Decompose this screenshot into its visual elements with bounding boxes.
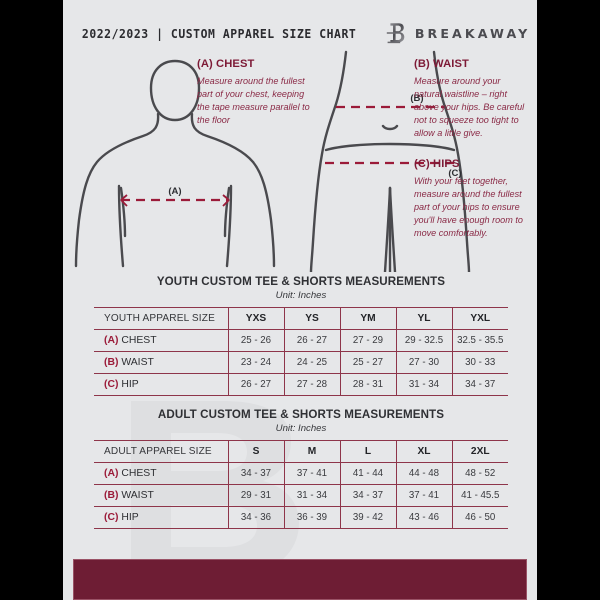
youth-chest-yl: 29 - 32.5: [395, 329, 452, 352]
adult-size-s: S: [227, 440, 284, 463]
youth-hip-yxl: 34 - 37: [451, 373, 508, 396]
youth-waist-yxl: 30 - 33: [451, 351, 508, 374]
note-waist-body: Measure around your natural waistline – …: [414, 76, 525, 138]
adult-chest-xl: 44 - 48: [395, 462, 452, 485]
adult-table-unit: Unit: Inches: [275, 423, 327, 434]
youth-hip-yxs: 26 - 27: [227, 373, 284, 396]
youth-size-yl: YL: [395, 307, 452, 330]
row-name-waist: WAIST: [121, 357, 154, 368]
row-name-waist: WAIST: [121, 490, 154, 501]
row-tag-c: (C): [104, 379, 119, 390]
note-hips: (C) HIPS With your feet together, measur…: [414, 158, 530, 240]
adult-waist-2xl: 41 - 45.5: [451, 484, 508, 507]
adult-chest-m: 37 - 41: [283, 462, 340, 485]
row-tag-c: (C): [104, 512, 119, 523]
note-hips-body: With your feet together, measure around …: [414, 176, 523, 238]
adult-waist-xl: 37 - 41: [395, 484, 452, 507]
adult-table-title: ADULT CUSTOM TEE & SHORTS MEASUREMENTS: [157, 408, 445, 421]
adult-label-header: ADULT APPAREL SIZE: [94, 440, 228, 463]
table-row: (C) HIP 26 - 27 27 - 28 28 - 31 31 - 34 …: [94, 373, 508, 396]
adult-hip-s: 34 - 36: [227, 506, 284, 529]
marker-label-b: (B): [410, 93, 423, 104]
youth-size-yxl: YXL: [451, 307, 508, 330]
note-chest-body: Measure around the fullest part of your …: [197, 76, 310, 125]
adult-hip-l: 39 - 42: [339, 506, 396, 529]
adult-size-m: M: [283, 440, 340, 463]
youth-row-waist-label: (B) WAIST: [94, 351, 228, 374]
youth-table-unit: Unit: Inches: [275, 290, 327, 301]
youth-row-hip-label: (C) HIP: [94, 373, 228, 396]
adult-chest-l: 41 - 44: [339, 462, 396, 485]
adult-size-xl: XL: [395, 440, 452, 463]
youth-waist-yl: 27 - 30: [395, 351, 452, 374]
adult-hip-m: 36 - 39: [283, 506, 340, 529]
youth-waist-ym: 25 - 27: [339, 351, 396, 374]
table-row: (A) CHEST 25 - 26 26 - 27 27 - 29 29 - 3…: [94, 329, 508, 352]
youth-size-ym: YM: [339, 307, 396, 330]
adult-row-waist-label: (B) WAIST: [94, 484, 228, 507]
youth-measurements-block: YOUTH CUSTOM TEE & SHORTS MEASUREMENTS U…: [94, 275, 508, 396]
footer-bar: [73, 559, 527, 600]
youth-chest-ys: 26 - 27: [283, 329, 340, 352]
adult-size-table: ADULT APPAREL SIZE S M L XL 2XL (A) CHES…: [94, 440, 508, 529]
row-tag-a: (A): [104, 468, 119, 479]
youth-size-table: YOUTH APPAREL SIZE YXS YS YM YL YXL (A) …: [94, 307, 508, 396]
note-chest: (A) CHEST Measure around the fullest par…: [197, 58, 317, 127]
marker-label-a: (A): [168, 186, 181, 197]
youth-row-chest-label: (A) CHEST: [94, 329, 228, 352]
youth-size-yxs: YXS: [227, 307, 284, 330]
adult-size-l: L: [339, 440, 396, 463]
table-row: (B) WAIST 29 - 31 31 - 34 34 - 37 37 - 4…: [94, 484, 508, 507]
adult-hip-2xl: 46 - 50: [451, 506, 508, 529]
breakaway-b-monogram-icon: [386, 23, 405, 44]
youth-hip-yl: 31 - 34: [395, 373, 452, 396]
row-tag-a: (A): [104, 335, 119, 346]
table-row: (C) HIP 34 - 36 36 - 39 39 - 42 43 - 46 …: [94, 506, 508, 529]
page-header: 2022/2023 | CUSTOM APPAREL SIZE CHART BR…: [63, 18, 537, 48]
table-row: (B) WAIST 23 - 24 24 - 25 25 - 27 27 - 3…: [94, 351, 508, 374]
adult-measurements-block: ADULT CUSTOM TEE & SHORTS MEASUREMENTS U…: [94, 408, 508, 529]
adult-waist-l: 34 - 37: [339, 484, 396, 507]
marker-label-c: (C): [448, 168, 461, 179]
table-row: (A) CHEST 34 - 37 37 - 41 41 - 44 44 - 4…: [94, 462, 508, 485]
note-hips-title: (C) HIPS: [414, 158, 460, 170]
row-name-hip: HIP: [121, 379, 139, 390]
youth-size-ys: YS: [283, 307, 340, 330]
measurement-illustration: (A) (B) (C) (A) CHEST Measure around the…: [63, 50, 537, 272]
youth-waist-ys: 24 - 25: [283, 351, 340, 374]
adult-row-chest-label: (A) CHEST: [94, 462, 228, 485]
youth-chest-yxl: 32.5 - 35.5: [451, 329, 508, 352]
row-tag-b: (B): [104, 490, 119, 501]
adult-row-hip-label: (C) HIP: [94, 506, 228, 529]
note-waist: (B) WAIST Measure around your natural wa…: [414, 58, 526, 140]
size-chart-page: 2022/2023 | CUSTOM APPAREL SIZE CHART BR…: [63, 0, 537, 600]
row-name-chest: CHEST: [121, 468, 157, 479]
brand-name: BREAKAWAY: [414, 25, 531, 41]
youth-waist-yxs: 23 - 24: [227, 351, 284, 374]
youth-chest-ym: 27 - 29: [339, 329, 396, 352]
adult-waist-m: 31 - 34: [283, 484, 340, 507]
page-title: 2022/2023 | CUSTOM APPAREL SIZE CHART: [81, 25, 356, 41]
youth-hip-ym: 28 - 31: [339, 373, 396, 396]
youth-chest-yxs: 25 - 26: [227, 329, 284, 352]
row-name-hip: HIP: [121, 512, 139, 523]
youth-table-title: YOUTH CUSTOM TEE & SHORTS MEASUREMENTS: [156, 275, 446, 288]
table-header-row: YOUTH APPAREL SIZE YXS YS YM YL YXL: [94, 307, 508, 330]
youth-label-header: YOUTH APPAREL SIZE: [94, 307, 228, 330]
youth-hip-ys: 27 - 28: [283, 373, 340, 396]
adult-chest-2xl: 48 - 52: [451, 462, 508, 485]
row-tag-b: (B): [104, 357, 119, 368]
note-waist-title: (B) WAIST: [414, 58, 469, 70]
table-header-row: ADULT APPAREL SIZE S M L XL 2XL: [94, 440, 508, 463]
adult-hip-xl: 43 - 46: [395, 506, 452, 529]
adult-waist-s: 29 - 31: [227, 484, 284, 507]
adult-size-2xl: 2XL: [451, 440, 508, 463]
adult-chest-s: 34 - 37: [227, 462, 284, 485]
note-chest-title: (A) CHEST: [197, 58, 255, 70]
row-name-chest: CHEST: [121, 335, 157, 346]
